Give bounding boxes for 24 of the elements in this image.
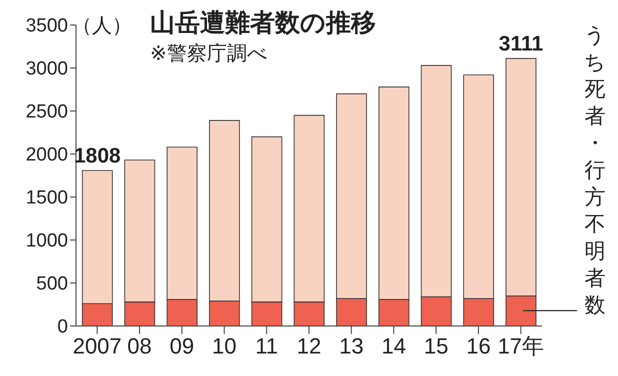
x-tick-label: 13: [339, 334, 364, 359]
text: ※警察庁調べ: [150, 42, 267, 67]
x-tick-label: 15: [424, 334, 448, 359]
y-tick-label: 2000: [26, 144, 68, 166]
total-label: 3111: [498, 32, 544, 56]
x-tick-label: 14: [381, 334, 406, 359]
y-tick-label: 2500: [26, 102, 68, 123]
x-tick-label: 17年: [498, 334, 544, 359]
y-tick-label: 1500: [26, 188, 68, 209]
x-tick-label: 09: [170, 334, 194, 359]
chart-title: 山岳遭難者数の推移: [150, 8, 376, 39]
x-tick-label: 12: [296, 334, 322, 359]
y-tick-label: 1000: [26, 230, 68, 252]
text: うち死者・行方不明者数: [584, 24, 606, 317]
y-tick-label: 3500: [26, 16, 68, 37]
y-tick-label: 3000: [26, 58, 68, 80]
x-tick-label: 2007: [72, 334, 122, 359]
x-tick-label: 10: [212, 334, 237, 359]
y-tick-label: 500: [36, 274, 68, 295]
x-tick-label: 11: [255, 334, 278, 359]
x-tick-label: 08: [127, 334, 152, 359]
y-axis-title: （人）: [72, 14, 132, 39]
x-tick-label: 16: [466, 334, 491, 359]
y-tick-label: 0: [57, 316, 68, 338]
